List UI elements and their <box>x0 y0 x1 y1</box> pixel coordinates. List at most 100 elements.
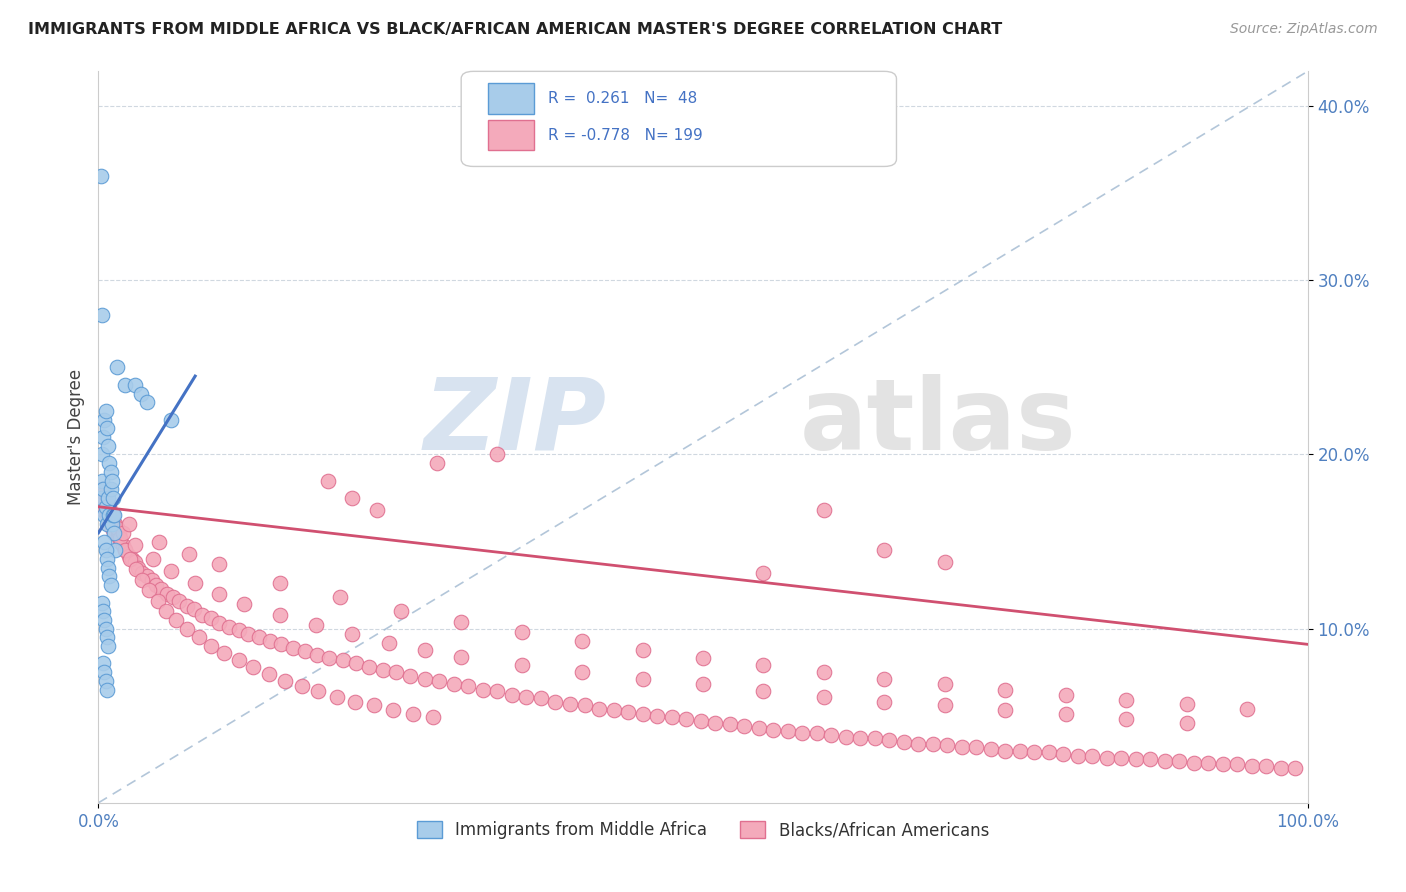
Point <box>101 508 124 523</box>
Point <box>97 517 120 532</box>
Point <box>1256 759 1278 773</box>
Point <box>399 668 422 682</box>
Point <box>169 594 191 608</box>
Text: R = -0.778   N= 199: R = -0.778 N= 199 <box>548 128 703 144</box>
Point <box>443 677 465 691</box>
Point <box>208 558 231 572</box>
Point <box>1054 688 1077 702</box>
Point <box>305 618 328 632</box>
Point <box>294 644 316 658</box>
Point <box>389 604 412 618</box>
Point <box>377 635 399 649</box>
Point <box>325 690 347 704</box>
Point <box>1154 754 1177 768</box>
Point <box>191 607 214 622</box>
Point <box>94 500 117 514</box>
Point <box>104 543 127 558</box>
Point <box>118 549 141 563</box>
Point <box>131 573 153 587</box>
Legend: Immigrants from Middle Africa, Blacks/African Americans: Immigrants from Middle Africa, Blacks/Af… <box>411 814 995 846</box>
Point <box>329 591 352 605</box>
Point <box>135 395 157 409</box>
Point <box>936 739 959 753</box>
Point <box>108 531 131 545</box>
Point <box>308 684 330 698</box>
Point <box>873 543 896 558</box>
Point <box>776 724 799 739</box>
Point <box>994 743 1017 757</box>
Point <box>105 521 128 535</box>
Point <box>1054 706 1077 721</box>
Point <box>97 491 120 505</box>
Point <box>200 611 222 625</box>
Point <box>544 695 567 709</box>
Point <box>1182 756 1205 770</box>
Point <box>1226 757 1249 772</box>
Point <box>873 695 896 709</box>
Point <box>486 448 509 462</box>
Point <box>114 543 136 558</box>
Point <box>208 616 231 631</box>
Point <box>316 474 339 488</box>
Point <box>1212 757 1234 772</box>
Point <box>457 679 479 693</box>
Point <box>218 620 240 634</box>
Point <box>501 688 523 702</box>
Point <box>486 684 509 698</box>
Point <box>1024 745 1046 759</box>
Point <box>238 627 260 641</box>
Point <box>1067 748 1090 763</box>
Point <box>332 653 354 667</box>
Text: ZIP: ZIP <box>423 374 606 471</box>
Point <box>813 503 835 517</box>
Point <box>96 517 118 532</box>
Point <box>97 560 120 574</box>
Point <box>135 569 157 583</box>
Point <box>645 708 668 723</box>
Point <box>91 308 114 322</box>
Point <box>98 508 121 523</box>
Point <box>93 412 115 426</box>
Point <box>179 547 201 561</box>
Point <box>242 660 264 674</box>
Point <box>1240 759 1263 773</box>
Point <box>752 566 775 580</box>
Point <box>131 566 153 580</box>
Point <box>631 642 654 657</box>
Point <box>1115 712 1137 726</box>
Point <box>100 465 122 479</box>
Point <box>692 651 714 665</box>
Point <box>124 538 146 552</box>
Point <box>94 622 117 636</box>
Point <box>366 503 388 517</box>
Point <box>100 512 122 526</box>
Point <box>359 660 381 674</box>
Point <box>813 690 835 704</box>
Point <box>950 740 973 755</box>
Point <box>100 521 122 535</box>
Point <box>145 578 167 592</box>
Point <box>382 704 405 718</box>
Point <box>101 514 124 528</box>
Point <box>385 665 408 680</box>
Point <box>184 576 207 591</box>
Point <box>91 483 114 497</box>
Point <box>617 705 640 719</box>
Point <box>91 474 114 488</box>
Point <box>108 534 131 549</box>
Point <box>675 712 697 726</box>
Point <box>100 483 122 497</box>
Point <box>281 640 304 655</box>
Point <box>183 602 205 616</box>
Point <box>934 698 956 713</box>
Point <box>91 657 114 671</box>
Point <box>93 534 115 549</box>
Bar <box>488 120 534 151</box>
Point <box>187 631 209 645</box>
Text: R =  0.261   N=  48: R = 0.261 N= 48 <box>548 91 697 106</box>
Point <box>118 552 141 566</box>
Point <box>108 525 131 540</box>
Point <box>733 719 755 733</box>
Point <box>1052 747 1074 761</box>
Point <box>150 582 173 596</box>
